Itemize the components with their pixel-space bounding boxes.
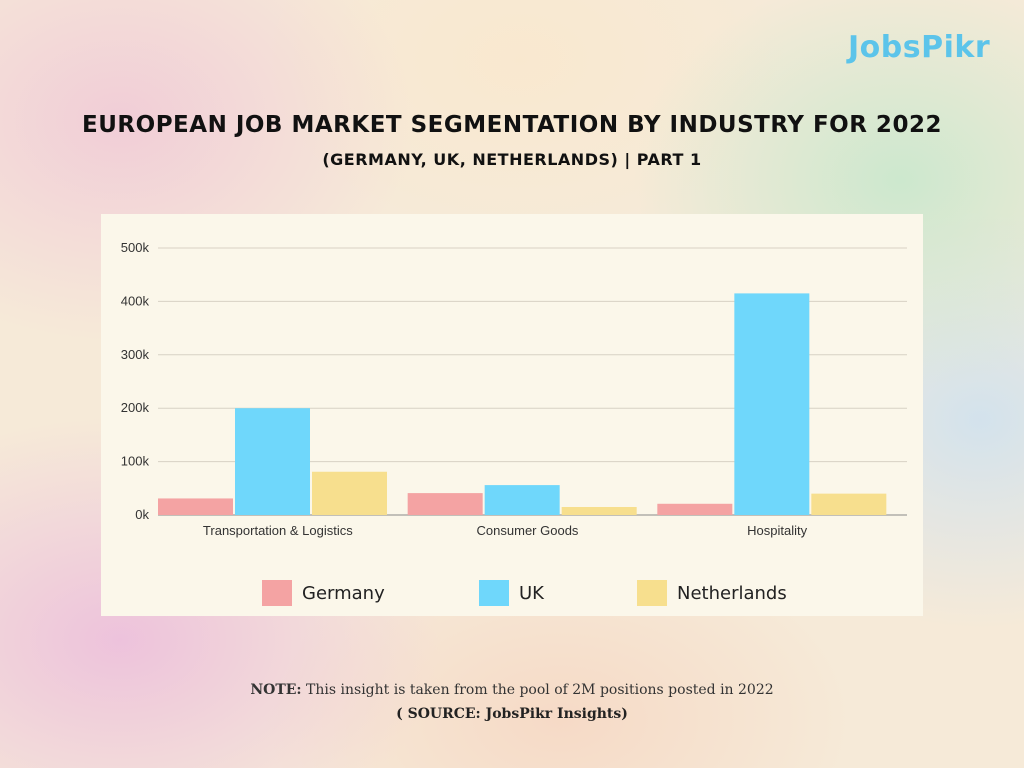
- y-tick-label: 300k: [121, 347, 150, 362]
- legend-swatch-uk: [479, 580, 509, 606]
- bar-chart: 0k 100k 200k 300k 400k 500k Transportation & L…: [121, 240, 907, 538]
- legend-item-uk: UK: [479, 578, 544, 608]
- legend-item-netherlands: Netherlands: [637, 578, 787, 608]
- note-text: This insight is taken from the pool of 2…: [301, 682, 774, 698]
- x-tick-label: Hospitality: [747, 523, 807, 538]
- bar-netherlands: [561, 506, 637, 515]
- legend-item-germany: Germany: [262, 578, 385, 608]
- legend-label-netherlands: Netherlands: [677, 582, 787, 604]
- bar-netherlands: [312, 471, 387, 515]
- footnote: NOTE: This insight is taken from the poo…: [0, 682, 1024, 698]
- y-tick-label: 400k: [121, 293, 150, 308]
- legend-swatch-netherlands: [637, 580, 667, 606]
- bar-netherlands: [811, 493, 887, 515]
- bar-germany: [158, 498, 233, 515]
- chart-legend: Germany UK Netherlands: [101, 578, 923, 608]
- y-tick-label: 500k: [121, 240, 150, 255]
- y-tick-label: 200k: [121, 400, 150, 415]
- chart-panel: 0k 100k 200k 300k 400k 500k Transportation & L…: [101, 214, 923, 616]
- legend-swatch-germany: [262, 580, 292, 606]
- bar-uk: [734, 293, 810, 515]
- chart-subtitle: (GERMANY, UK, NETHERLANDS) | PART 1: [322, 150, 702, 169]
- jobspikr-logo: JobsPikr: [848, 30, 991, 65]
- legend-label-germany: Germany: [302, 582, 385, 604]
- bar-germany: [407, 493, 483, 515]
- x-tick-label: Transportation & Logistics: [203, 523, 353, 538]
- y-tick-label: 100k: [121, 454, 150, 469]
- legend-label-uk: UK: [519, 582, 544, 604]
- bar-germany: [657, 503, 733, 515]
- source-credit: ( SOURCE: JobsPikr Insights): [396, 706, 628, 722]
- note-label: NOTE:: [250, 682, 302, 698]
- x-tick-label: Consumer Goods: [477, 523, 579, 538]
- chart-title: EUROPEAN JOB MARKET SEGMENTATION BY INDU…: [82, 112, 942, 138]
- bar-uk: [235, 408, 310, 515]
- bar-uk: [484, 485, 560, 515]
- y-tick-label: 0k: [135, 507, 149, 522]
